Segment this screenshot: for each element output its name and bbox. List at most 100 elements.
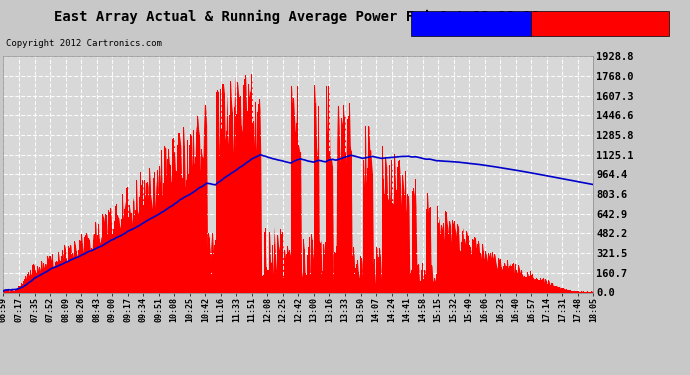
Bar [111,227,112,292]
Bar [97,235,98,292]
Bar [79,240,80,292]
Bar [327,134,328,292]
Bar [384,194,385,292]
Bar [301,271,302,292]
Bar [30,274,31,292]
Bar [114,221,115,292]
Bar [64,245,65,292]
Bar [234,107,235,292]
Bar [415,207,416,292]
Bar [93,240,95,292]
Bar [309,237,310,292]
Bar [211,282,213,292]
Bar [500,260,501,292]
Bar [318,106,319,292]
Bar [368,126,369,292]
Bar [155,180,157,292]
Bar [188,174,189,292]
Bar [420,280,421,292]
Bar [54,265,55,292]
Bar [158,196,159,292]
Bar [34,266,35,292]
Bar [419,282,420,292]
Bar [236,114,237,292]
Bar [565,290,566,292]
Bar [365,126,366,292]
Bar [394,154,395,292]
Bar [10,291,11,292]
Bar [74,240,75,292]
Bar [373,264,374,292]
Bar [160,183,161,292]
Bar [164,146,166,292]
Bar [593,291,594,292]
Bar [428,209,430,292]
Bar [295,132,296,292]
Bar [439,217,440,292]
Bar [323,244,324,292]
Bar [512,264,513,292]
Bar [136,180,137,292]
Bar [144,180,145,292]
Bar [418,264,419,292]
Bar [505,267,506,292]
Bar [244,79,245,292]
Bar [389,165,390,292]
Bar [374,260,375,292]
Bar [507,260,508,292]
Bar [198,129,199,292]
Bar [221,130,222,292]
Bar [434,278,435,292]
Bar [102,214,103,292]
Bar [259,99,260,292]
Bar [174,154,175,292]
Bar [18,286,19,292]
Bar [15,290,17,292]
Bar [486,258,487,292]
Bar [166,185,167,292]
Bar [405,171,406,292]
Bar [390,202,391,292]
Bar [566,290,567,292]
Bar [285,259,286,292]
Bar [269,232,270,292]
Bar [37,268,39,292]
Bar [197,116,198,292]
Bar [416,266,417,292]
Bar [254,146,255,292]
Bar [495,262,496,292]
Bar [531,275,532,292]
Bar [427,193,428,292]
Bar [578,291,579,292]
Bar [14,289,15,292]
Bar [210,236,211,292]
Bar [564,289,565,292]
Bar [251,74,253,292]
Bar [529,276,530,292]
Bar [521,270,522,292]
Bar [130,213,132,292]
Bar [326,86,327,292]
Bar [452,220,453,292]
Bar [205,105,206,292]
Bar [358,273,359,292]
Bar [322,271,323,292]
Bar [317,156,318,292]
Bar [546,284,548,292]
Bar [504,263,505,292]
Bar [499,260,500,292]
Bar [489,256,490,292]
Bar [61,262,62,292]
Bar [226,91,228,292]
Bar [66,259,67,292]
Bar [238,93,239,292]
Bar [50,256,51,292]
Bar [149,168,150,292]
Bar [170,182,172,292]
Bar [261,277,262,292]
Bar [457,224,458,292]
Bar [106,215,107,292]
Bar [472,238,473,292]
Bar [459,250,460,292]
Bar [29,276,30,292]
